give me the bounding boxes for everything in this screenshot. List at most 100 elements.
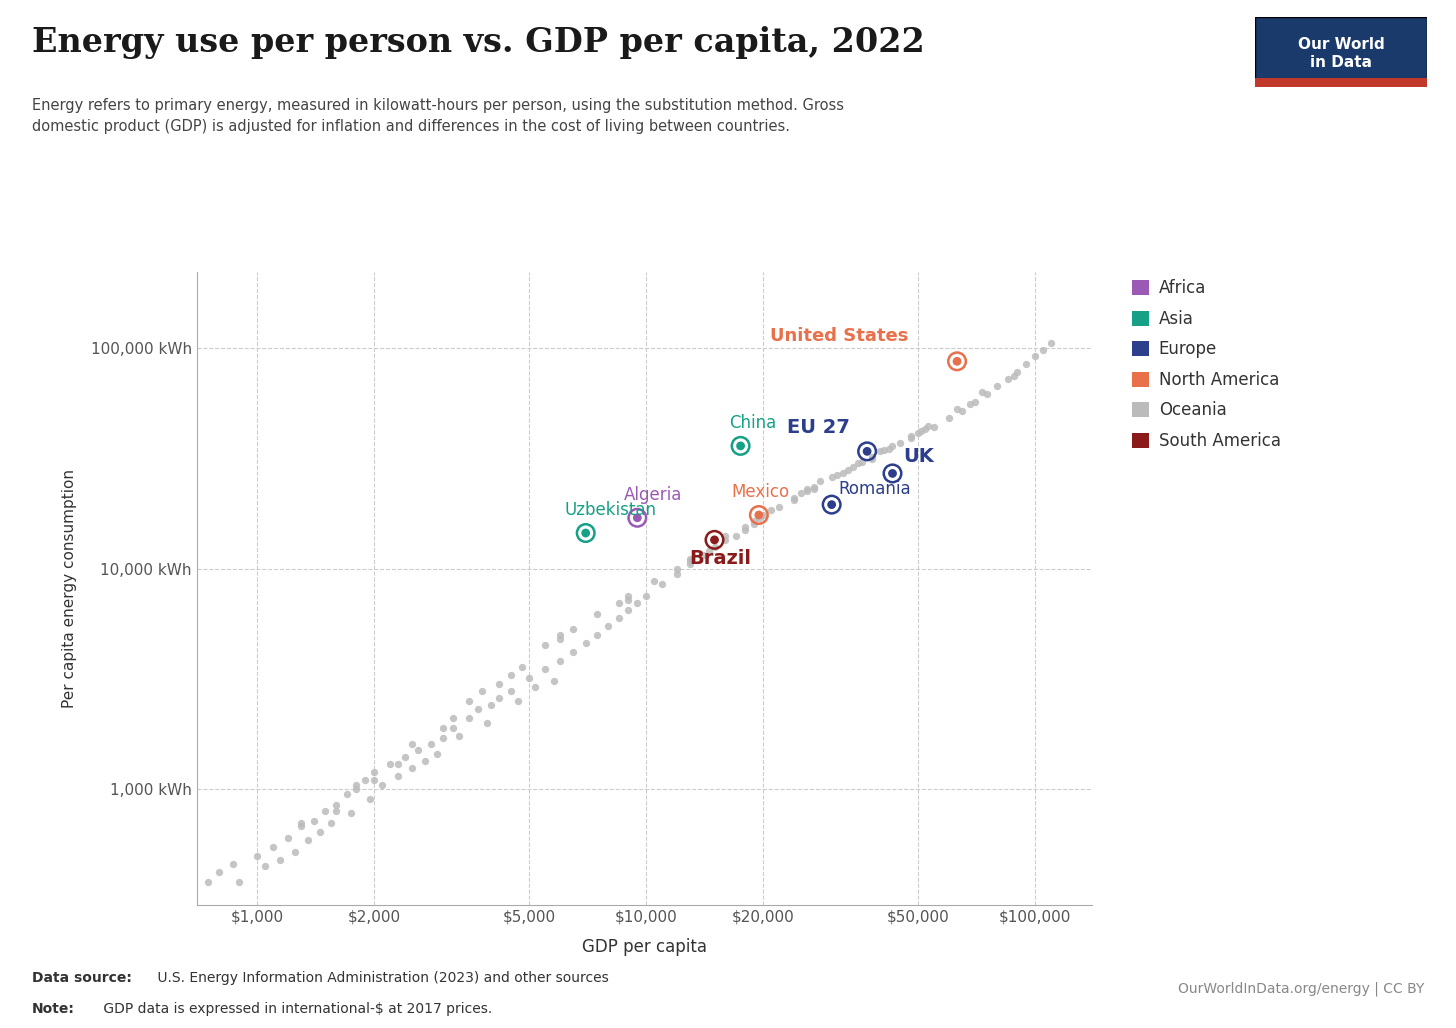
Point [470, 683, 494, 699]
Point [747, 507, 770, 523]
Point [734, 518, 757, 535]
Point [507, 693, 530, 709]
Point [881, 466, 904, 482]
Point [900, 428, 923, 444]
Point [345, 781, 368, 798]
Point [607, 594, 630, 611]
Point [533, 637, 556, 654]
Point [313, 803, 336, 819]
Point [856, 443, 879, 460]
Point [906, 426, 929, 442]
Text: GDP data is expressed in international-$ at 2017 prices.: GDP data is expressed in international-$… [99, 1002, 492, 1017]
Point [916, 417, 939, 434]
Point [881, 466, 904, 482]
Text: Algeria: Algeria [623, 486, 681, 504]
Point [547, 627, 571, 644]
Point [221, 855, 245, 872]
Bar [1255, 77, 1427, 87]
Point [319, 815, 342, 832]
Point [846, 455, 869, 472]
Point [842, 458, 865, 475]
Point [836, 462, 859, 478]
Text: Mexico: Mexico [731, 483, 789, 501]
Point [743, 515, 766, 531]
Point [379, 756, 402, 772]
Point [533, 661, 556, 677]
Point [826, 467, 849, 483]
Point [729, 438, 753, 454]
Point [447, 728, 470, 744]
Point [301, 812, 325, 829]
Text: Romania: Romania [839, 480, 911, 498]
Point [386, 756, 409, 772]
Point [290, 818, 313, 835]
Point [802, 478, 826, 494]
Point [499, 666, 523, 683]
Point [393, 748, 416, 765]
Point [325, 803, 348, 819]
X-axis label: GDP per capita: GDP per capita [582, 939, 706, 956]
Point [951, 402, 974, 418]
Point [616, 588, 639, 604]
Point [938, 410, 961, 427]
Point [400, 736, 424, 752]
Point [616, 592, 639, 609]
Point [585, 627, 609, 644]
Point [616, 601, 639, 618]
Point [743, 512, 766, 528]
Point [635, 588, 658, 604]
Point [296, 832, 319, 848]
Point [976, 386, 999, 402]
Point [789, 485, 812, 502]
Point [419, 736, 443, 752]
Point [400, 760, 424, 776]
Point [371, 776, 395, 793]
Point [856, 443, 879, 460]
Point [406, 742, 430, 759]
Point [697, 543, 721, 559]
Point [860, 449, 884, 466]
Point [425, 745, 448, 762]
Point [282, 844, 306, 860]
Point [253, 857, 277, 874]
Text: China: China [729, 414, 776, 432]
Legend: Africa, Asia, Europe, North America, Oceania, South America: Africa, Asia, Europe, North America, Oce… [1127, 274, 1286, 455]
Text: UK: UK [904, 447, 935, 467]
Point [751, 507, 775, 523]
Point [820, 469, 843, 485]
Point [290, 815, 313, 832]
Point [562, 644, 585, 660]
Point [431, 720, 454, 736]
Point [358, 792, 381, 808]
FancyBboxPatch shape [1255, 17, 1427, 87]
Point [457, 710, 480, 727]
Point [767, 499, 791, 515]
Text: EU 27: EU 27 [786, 418, 849, 438]
Point [796, 483, 820, 500]
Point [665, 560, 689, 577]
Point [724, 528, 747, 545]
Point [414, 752, 437, 769]
Point [796, 480, 820, 497]
Point [872, 442, 895, 458]
Point [970, 384, 993, 401]
Point [607, 610, 630, 626]
Point [547, 631, 571, 648]
Point [910, 423, 933, 439]
Point [626, 510, 649, 526]
Point [488, 675, 511, 692]
Point [820, 497, 843, 513]
Point [678, 551, 702, 567]
Point [860, 450, 884, 467]
Point [574, 524, 597, 541]
Point [820, 497, 843, 513]
Point [945, 401, 968, 417]
Point [499, 683, 523, 699]
Point [386, 768, 409, 784]
Text: Data source:: Data source: [32, 971, 132, 986]
Point [345, 776, 368, 793]
Point [996, 371, 1019, 388]
Point [782, 491, 805, 508]
Text: Energy refers to primary energy, measured in kilowatt-hours per person, using th: Energy refers to primary energy, measure… [32, 98, 844, 134]
Point [1002, 367, 1025, 383]
